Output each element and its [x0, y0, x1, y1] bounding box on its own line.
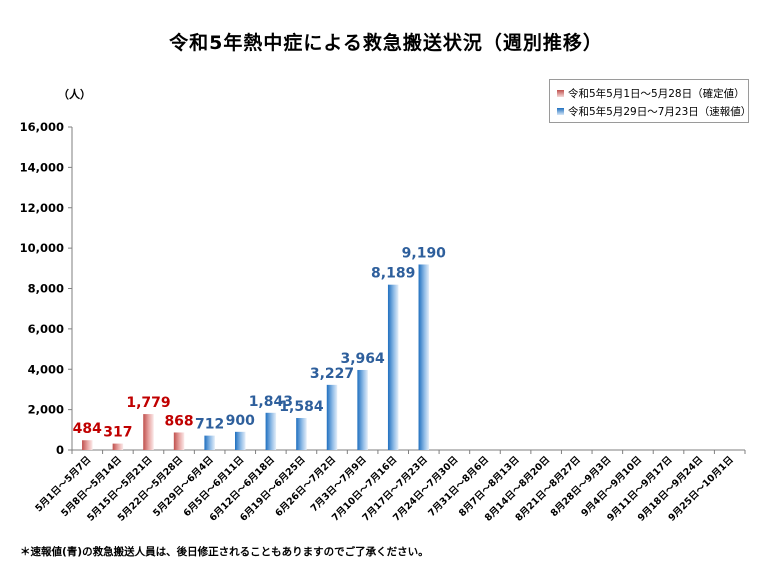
bar — [265, 412, 277, 450]
legend-label-preliminary: 令和5年5月29日～7月23日（速報値） — [568, 106, 752, 118]
bar — [326, 384, 338, 450]
x-tick-label: 5月1日～5月7日 — [33, 454, 93, 514]
data-label: 8,189 — [371, 266, 415, 282]
bar — [173, 432, 185, 450]
y-tick-label: 2,000 — [28, 403, 64, 417]
y-tick-label: 8,000 — [28, 282, 64, 296]
bar — [204, 435, 215, 450]
legend-swatch-preliminary — [557, 108, 564, 115]
bar — [82, 440, 93, 450]
data-label: 484 — [73, 421, 102, 437]
legend-label-confirmed: 令和5年5月1日～5月28日（確定値） — [568, 88, 745, 100]
y-tick-label: 4,000 — [28, 362, 64, 376]
footnote: ＊速報値(青)の救急搬送人員は、後日修正されることもありますのでご了承ください。 — [20, 546, 429, 558]
chart-legend: 令和5年5月1日～5月28日（確定値） 令和5年5月29日～7月23日（速報値） — [549, 79, 751, 123]
data-label: 1,843 — [249, 394, 293, 410]
data-label: 3,227 — [310, 366, 354, 382]
y-tick-label: 10,000 — [20, 241, 64, 255]
y-axis-label: （人） — [58, 87, 91, 101]
x-tick-label: 7月3日～7月9日 — [309, 454, 369, 514]
data-label: 900 — [226, 413, 255, 429]
chart-title: 令和5年熱中症による救急搬送状況（週別推移） — [169, 32, 603, 54]
y-tick-label: 0 — [56, 443, 64, 457]
bar — [418, 264, 430, 450]
legend-item-preliminary: 令和5年5月29日～7月23日（速報値） — [557, 104, 751, 119]
data-label: 1,584 — [279, 399, 324, 415]
data-label: 868 — [164, 413, 193, 429]
y-tick-label: 6,000 — [28, 322, 64, 336]
data-label: 3,964 — [340, 351, 385, 367]
y-tick-label: 14,000 — [20, 160, 64, 174]
data-label: 712 — [195, 417, 224, 433]
legend-swatch-confirmed — [557, 90, 564, 97]
bar — [235, 431, 246, 450]
data-label: 9,190 — [402, 245, 447, 261]
y-tick-label: 16,000 — [20, 120, 64, 134]
data-label: 317 — [103, 425, 132, 441]
bar — [387, 284, 399, 450]
bar — [357, 369, 368, 450]
bar — [296, 418, 307, 450]
y-tick-label: 12,000 — [20, 201, 64, 215]
bar — [143, 414, 154, 450]
bar — [112, 443, 124, 450]
legend-item-confirmed: 令和5年5月1日～5月28日（確定値） — [557, 86, 745, 101]
data-label: 1,779 — [126, 395, 170, 411]
